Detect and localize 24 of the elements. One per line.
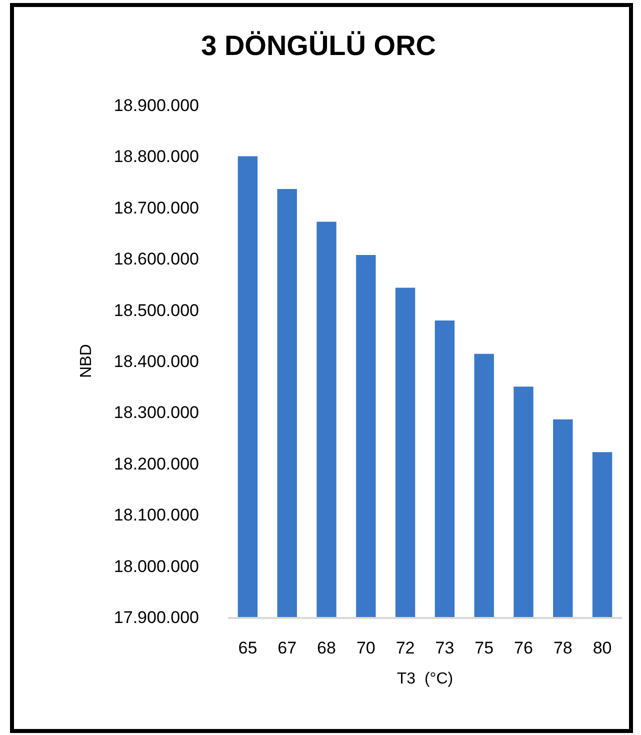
x-tick-label: 67 [278,638,297,658]
x-tick-label: 65 [238,638,258,658]
y-tick-label: 18.500.000 [114,300,199,320]
x-tick-label: 72 [396,638,415,658]
x-axis-title: T3 (°C) [396,670,454,688]
y-tick-label: 18.700.000 [114,198,199,218]
x-tick-label: 70 [356,638,376,658]
y-tick-label: 17.900.000 [114,608,199,627]
y-tick-label: 18.600.000 [114,250,199,269]
y-tick-label: 18.000.000 [114,556,199,576]
x-tick-label: 76 [514,638,533,658]
y-tick-label: 18.800.000 [114,147,199,166]
x-tick-label: 78 [553,638,572,658]
chart-title: 3 DÖNGÜLÜ ORC [201,30,436,61]
y-axis-title: NBD [78,344,95,378]
x-tick-label: 80 [592,638,612,658]
y-tick-label: 18.900.000 [114,96,199,115]
x-tick-label: 75 [474,638,494,658]
x-tick-label: 68 [317,638,336,658]
y-tick-label: 18.100.000 [114,506,199,525]
x-tick-label: 73 [435,638,454,658]
y-tick-label: 18.400.000 [114,352,199,371]
y-tick-label: 18.200.000 [114,454,199,474]
y-tick-label: 18.300.000 [114,403,199,422]
